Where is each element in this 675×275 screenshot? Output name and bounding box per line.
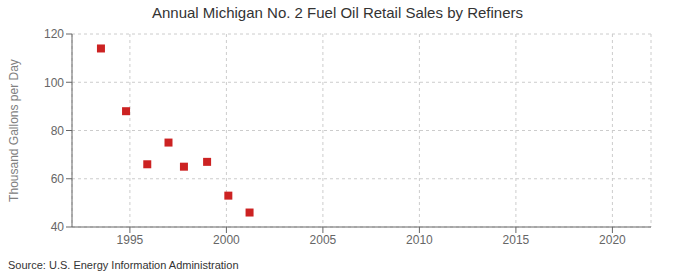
svg-text:2020: 2020 xyxy=(599,233,626,247)
svg-text:1995: 1995 xyxy=(117,233,144,247)
svg-text:80: 80 xyxy=(51,124,65,138)
svg-text:120: 120 xyxy=(44,27,64,41)
svg-text:100: 100 xyxy=(44,76,64,90)
svg-text:60: 60 xyxy=(51,172,65,186)
svg-text:2015: 2015 xyxy=(503,233,530,247)
html-text:Source: U.S. Energy Informatio: Source: U.S. Energy Information Administ… xyxy=(8,259,239,271)
svg-text:2010: 2010 xyxy=(406,233,433,247)
svg-text:Thousand Gallons per Day: Thousand Gallons per Day xyxy=(8,59,21,202)
svg-text:40: 40 xyxy=(51,220,65,234)
svg-text:2005: 2005 xyxy=(310,233,337,247)
html-text:Annual Michigan No. 2 Fuel Oil: Annual Michigan No. 2 Fuel Oil Retail Sa… xyxy=(152,4,523,21)
svg-text:2000: 2000 xyxy=(213,233,240,247)
